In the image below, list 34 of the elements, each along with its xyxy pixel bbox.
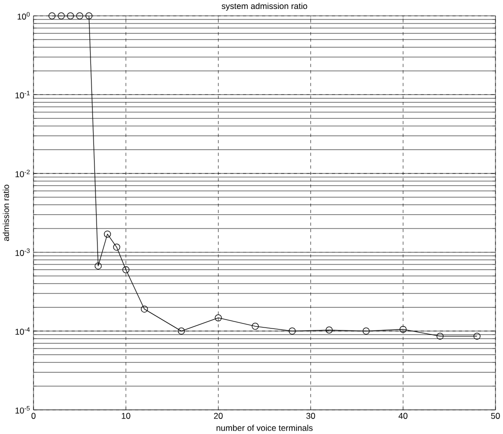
x-tick-label: 10 bbox=[122, 413, 130, 419]
y-tick-label: 10$^{-1}$ bbox=[16, 91, 30, 98]
point bbox=[104, 230, 111, 238]
x-tick-label: 50 bbox=[491, 413, 500, 419]
point bbox=[113, 244, 120, 251]
y-tick-label: 10$^{-5}$ bbox=[16, 406, 30, 414]
point bbox=[400, 326, 407, 334]
point bbox=[252, 322, 259, 330]
x-axis-title: number of voice terminals bbox=[216, 424, 313, 432]
point bbox=[94, 262, 102, 270]
point bbox=[288, 328, 296, 335]
x-tick-label: 20 bbox=[214, 413, 223, 419]
y-tick-label: 10$^{0}$ bbox=[18, 12, 30, 20]
point bbox=[122, 266, 130, 274]
y-tick-label: 10$^{-2}$ bbox=[16, 170, 30, 178]
x-tick-label: 0 bbox=[31, 413, 36, 419]
point bbox=[66, 12, 74, 20]
chart-title: system admission ratio bbox=[222, 2, 308, 11]
point bbox=[473, 332, 481, 340]
y-tick-label: 10$^{-3}$ bbox=[16, 248, 30, 256]
point bbox=[85, 12, 92, 20]
point bbox=[76, 12, 84, 20]
point bbox=[214, 314, 222, 322]
x-tick-label: 30 bbox=[306, 413, 316, 419]
point bbox=[140, 306, 148, 313]
point bbox=[362, 328, 370, 335]
y-tick-label: 10$^{-4}$ bbox=[16, 327, 30, 335]
point bbox=[436, 332, 444, 340]
y-axis-title: admission ratio bbox=[2, 184, 10, 242]
x-tick-label: 40 bbox=[398, 413, 408, 419]
point bbox=[326, 326, 333, 334]
point bbox=[178, 328, 185, 335]
point bbox=[48, 12, 56, 20]
point bbox=[58, 12, 65, 20]
